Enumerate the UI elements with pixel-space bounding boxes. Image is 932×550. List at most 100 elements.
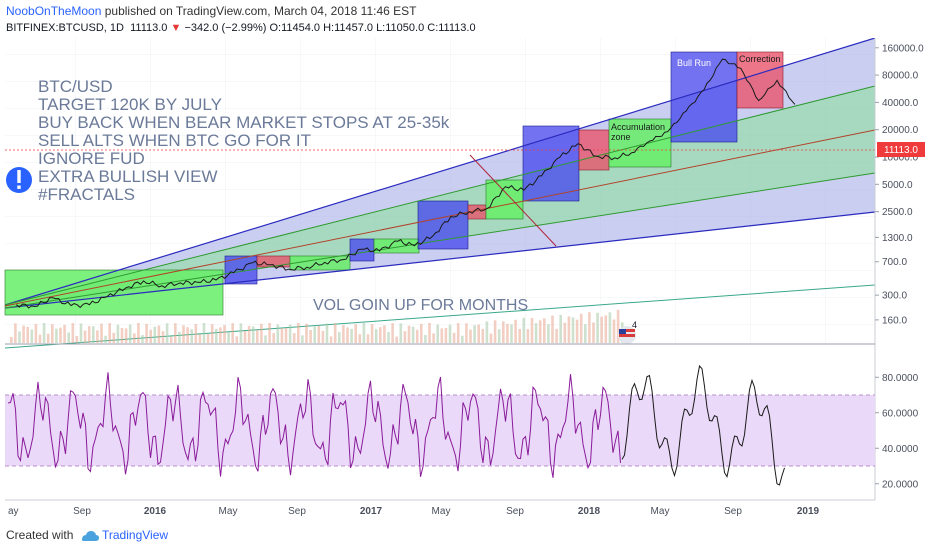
volume-bar — [51, 324, 54, 343]
volume-bar — [239, 323, 243, 343]
volume-bar — [182, 325, 185, 343]
volume-bar — [63, 324, 66, 343]
correction-box — [736, 51, 784, 109]
price-pane[interactable]: BTC/USD TARGET 120K BY JULY BUY BACK WHE… — [4, 38, 925, 500]
volume-bar — [588, 312, 591, 343]
time-tick-label: May — [219, 506, 238, 517]
time-tick-label: 2017 — [360, 506, 383, 517]
volume-bar — [551, 315, 554, 343]
volume-bar — [169, 336, 173, 343]
time-tick-label: May — [432, 506, 451, 517]
volume-bar — [456, 323, 460, 343]
rsi-tick-label: 60.0000 — [882, 408, 919, 419]
time-axis[interactable]: ay Sep 2016 May Sep 2017 May Sep 2018 May Sep 2019 — [8, 506, 820, 517]
publish-line: NoobOnTheMoon published on TradingView.c… — [6, 4, 416, 18]
exclamation-icon[interactable] — [6, 167, 32, 193]
volume-bar — [608, 312, 612, 343]
volume-bar — [153, 326, 157, 343]
volume-bar — [284, 328, 288, 343]
volume-bar — [469, 329, 472, 343]
volume-bar — [38, 334, 42, 343]
volume-bar — [567, 316, 571, 343]
volume-bar — [309, 330, 312, 343]
accumulation-box-2015 — [4, 269, 224, 316]
created-with-text: Created with — [6, 528, 74, 542]
accumulation-label: Accumulation — [611, 122, 665, 132]
volume-bar — [14, 323, 17, 343]
price-tick-label: 10000.0 — [882, 153, 919, 164]
volume-bar — [243, 330, 247, 343]
volume-bar — [231, 323, 234, 343]
volume-bar — [391, 323, 394, 343]
volume-bar — [563, 322, 567, 343]
volume-bar — [79, 323, 83, 343]
volume-bar — [149, 329, 152, 343]
volume-bar — [251, 326, 255, 343]
volume-bar — [321, 330, 325, 343]
thesis-line: TARGET 120K BY JULY — [38, 95, 222, 114]
thesis-line: SELL ALTS WHEN BTC GO FOR IT — [38, 131, 311, 150]
volume-bar — [379, 327, 382, 343]
volume-bar — [411, 326, 415, 343]
volume-bar — [387, 331, 390, 343]
volume-bar — [141, 335, 144, 343]
volume-bar — [30, 329, 34, 343]
volume-bar — [317, 325, 321, 343]
down-diagonal-line — [469, 154, 557, 247]
volume-bar — [489, 333, 493, 343]
event-flag-icon[interactable]: 4 — [618, 320, 637, 344]
volume-bar — [329, 336, 333, 343]
volume-bar — [432, 333, 435, 343]
rsi-tick-label: 40.0000 — [882, 444, 919, 455]
volume-bar — [87, 326, 91, 343]
author-link[interactable]: NoobOnTheMoon — [6, 4, 102, 18]
volume-bar — [616, 309, 620, 343]
fractal-boxes — [4, 51, 784, 316]
time-tick-label: 2019 — [797, 506, 820, 517]
price-axis[interactable]: 160000.0 80000.0 40000.0 20000.0 10000.0 5000… — [875, 43, 924, 326]
volume-bar — [264, 335, 267, 343]
projection-line — [631, 58, 796, 154]
volume-bar — [165, 323, 169, 343]
volume-bar — [493, 320, 497, 343]
volume-bar — [116, 324, 120, 343]
volume-bar — [440, 328, 444, 343]
volume-bar — [436, 324, 439, 343]
volume-bar — [194, 324, 198, 343]
volume-bar — [510, 324, 513, 343]
volume-bar — [313, 326, 316, 343]
volume-bar — [444, 327, 448, 343]
price-change: −342.0 (−2.99%) — [184, 22, 267, 34]
volume-bar — [305, 323, 308, 343]
rsi-tick-label: 20.0000 — [882, 479, 919, 490]
volume-bar — [223, 325, 226, 343]
volume-bar — [333, 323, 337, 343]
volume-bar — [374, 329, 378, 343]
price-tick-label: 1300.0 — [882, 233, 913, 244]
volume-bar — [276, 324, 280, 343]
volume-bar — [358, 334, 362, 343]
symbol-label: BITFINEX:BTCUSD, 1D — [6, 22, 124, 34]
volume-bar — [83, 330, 87, 343]
volume-bar — [362, 323, 366, 343]
volume-bar — [100, 323, 103, 343]
volume-bar — [506, 323, 509, 343]
event-count: 4 — [632, 320, 637, 330]
price-line — [15, 143, 632, 309]
price-tick-label: 160000.0 — [882, 43, 924, 54]
time-tick-label: Sep — [506, 506, 524, 517]
volume-bar — [206, 334, 210, 343]
price-channel — [5, 38, 875, 308]
volume-bar — [579, 313, 583, 343]
rsi-axis[interactable]: 80.0000 60.0000 40.0000 20.0000 — [875, 373, 919, 491]
price-tag-label: 11113.0 — [884, 145, 918, 156]
volume-bar — [42, 323, 46, 343]
rsi-pane[interactable]: 80.0000 60.0000 40.0000 20.0000 — [5, 364, 919, 491]
volume-bar — [75, 336, 79, 343]
volume-bar — [526, 329, 530, 343]
price-tick-label: 5000.0 — [882, 180, 913, 191]
price-tag: 11113.0 — [877, 142, 925, 157]
green-lower-line — [4, 172, 876, 309]
tradingview-link[interactable]: TradingView — [102, 528, 169, 542]
chart-canvas[interactable]: BTC/USD TARGET 120K BY JULY BUY BACK WHE… — [0, 38, 932, 520]
